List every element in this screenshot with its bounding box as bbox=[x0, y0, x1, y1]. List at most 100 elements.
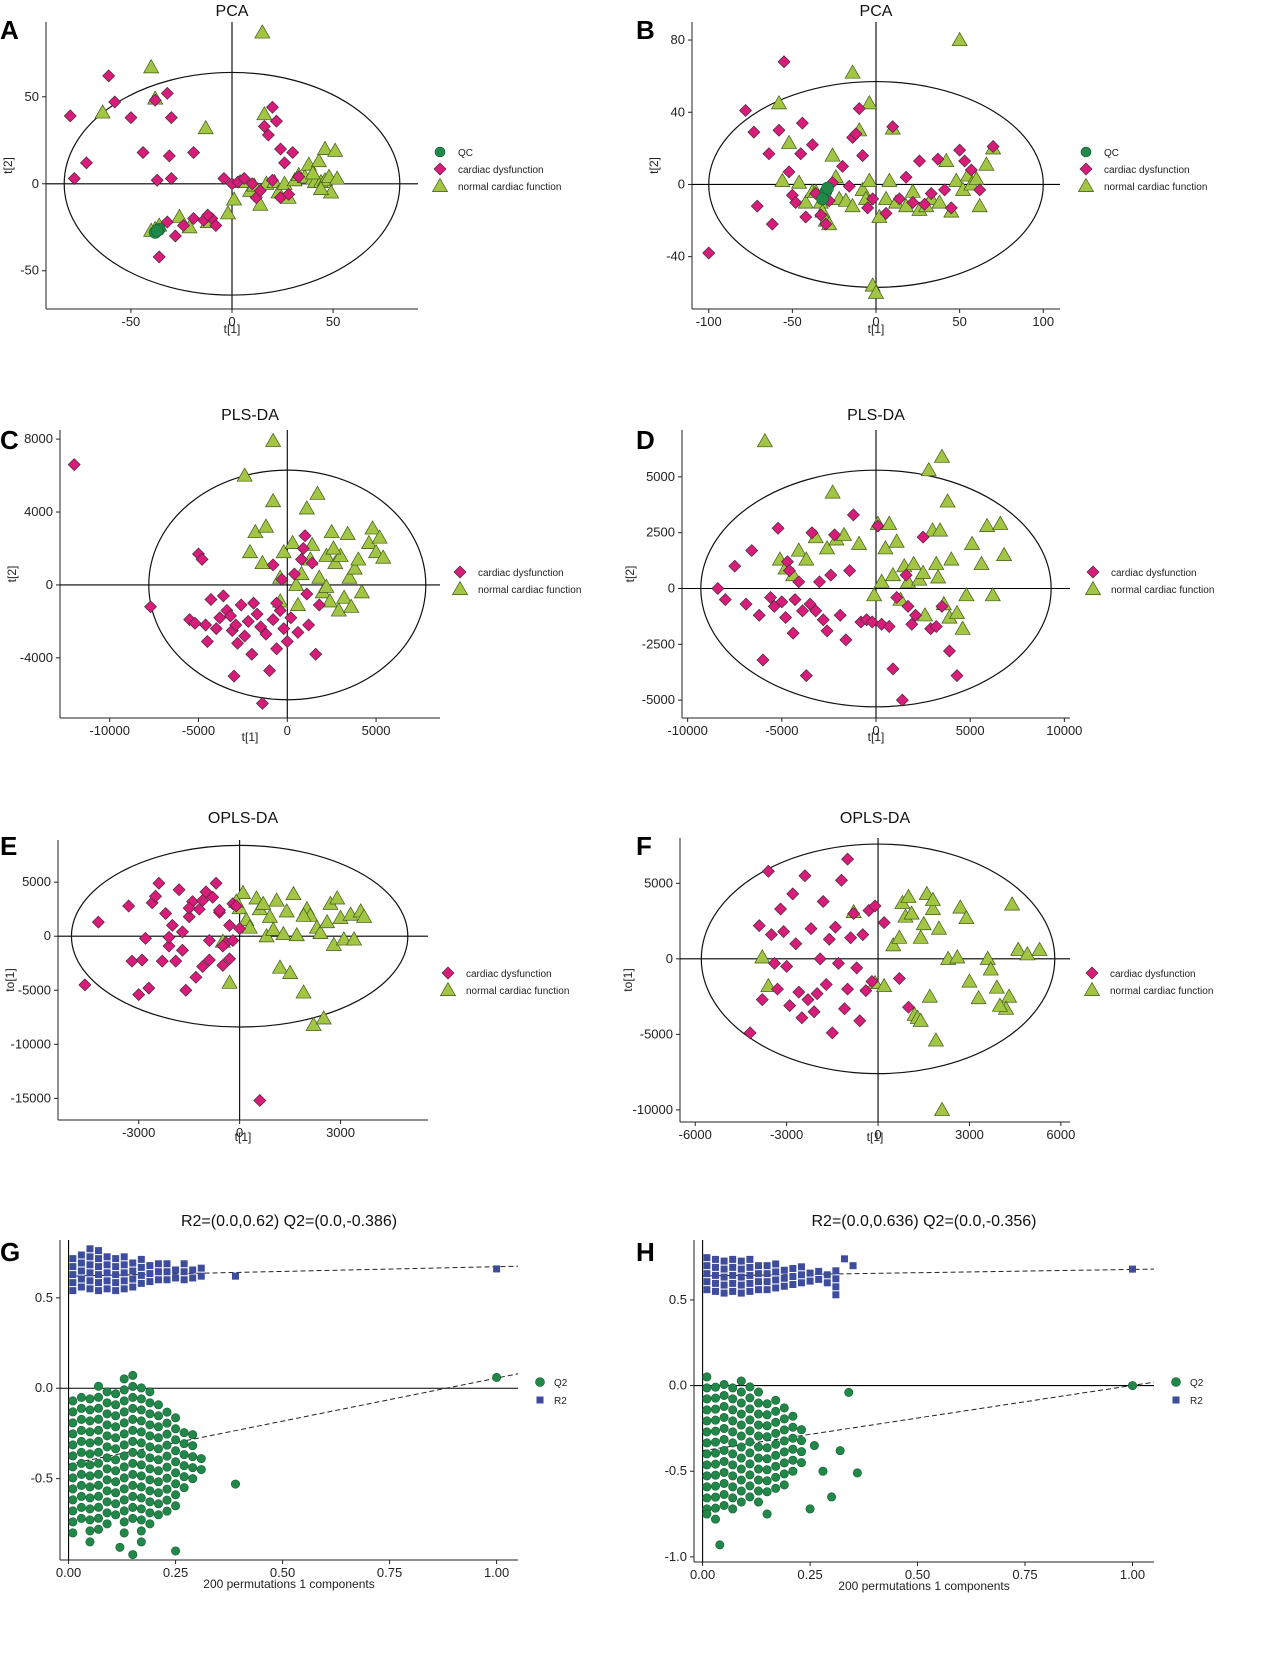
point-cardiac bbox=[882, 619, 896, 633]
r2-point bbox=[746, 1271, 754, 1279]
r2-point bbox=[86, 1245, 94, 1253]
point-normal bbox=[219, 205, 237, 220]
r2-point bbox=[146, 1270, 154, 1278]
point-cardiac bbox=[67, 458, 81, 472]
y-tick-label: 80 bbox=[671, 32, 685, 47]
point-normal bbox=[327, 554, 344, 570]
point-cardiac bbox=[799, 210, 813, 224]
point-normal bbox=[1004, 896, 1021, 911]
point-normal bbox=[284, 534, 301, 549]
q2-point bbox=[85, 1405, 95, 1415]
point-cardiac bbox=[241, 614, 255, 628]
point-cardiac bbox=[890, 590, 904, 604]
x-tick-label: 3000 bbox=[326, 1125, 355, 1140]
chart-title: OPLS-DA bbox=[840, 810, 911, 827]
point-cardiac bbox=[309, 647, 323, 661]
y-axis-label: to[1] bbox=[3, 968, 17, 991]
legend-symbol bbox=[433, 162, 447, 176]
legend-item-cardiac: cardiac dysfunction bbox=[453, 565, 564, 579]
point-normal bbox=[930, 569, 947, 584]
q2-point bbox=[818, 1466, 828, 1476]
point-cardiac bbox=[859, 984, 873, 998]
point-cardiac bbox=[718, 593, 732, 607]
point-cardiac bbox=[209, 219, 223, 233]
r2-point bbox=[729, 1279, 737, 1287]
q2-point bbox=[145, 1508, 155, 1518]
y-tick-label: 0 bbox=[46, 577, 53, 592]
point-cardiac bbox=[195, 552, 209, 566]
point-normal bbox=[281, 964, 299, 979]
q2-point bbox=[719, 1401, 729, 1411]
r2-point bbox=[129, 1267, 137, 1275]
point-cardiac bbox=[102, 69, 116, 83]
q2-point bbox=[710, 1426, 720, 1436]
point-cardiac bbox=[206, 890, 220, 904]
q2-point bbox=[728, 1405, 738, 1415]
point-cardiac bbox=[226, 934, 240, 948]
y-tick-label: -0.5 bbox=[31, 1471, 53, 1486]
point-cardiac bbox=[187, 145, 201, 159]
q2-point bbox=[796, 1447, 806, 1457]
r2-point bbox=[754, 1270, 762, 1278]
point-normal bbox=[835, 526, 853, 541]
point-cardiac bbox=[162, 939, 176, 953]
x-tick-label: 100 bbox=[1032, 314, 1054, 329]
q2-point bbox=[492, 1372, 502, 1382]
point-normal bbox=[995, 546, 1013, 561]
q2-point bbox=[111, 1411, 121, 1421]
r2-point bbox=[772, 1284, 780, 1292]
q2-point bbox=[719, 1500, 729, 1510]
panel-letter: D bbox=[636, 425, 655, 455]
q2-point bbox=[119, 1396, 129, 1406]
point-normal bbox=[332, 547, 349, 562]
r2-point bbox=[780, 1266, 788, 1274]
q2-point bbox=[85, 1526, 95, 1536]
point-normal bbox=[311, 569, 328, 584]
point-cardiac bbox=[238, 629, 252, 643]
point-cardiac bbox=[270, 642, 284, 656]
q2-point bbox=[702, 1416, 712, 1426]
q2-point bbox=[85, 1515, 95, 1525]
point-normal bbox=[824, 147, 841, 162]
q2-point bbox=[85, 1493, 95, 1503]
point-cardiac bbox=[795, 116, 809, 130]
point-normal bbox=[866, 587, 883, 602]
legend-symbol bbox=[434, 146, 446, 158]
point-cardiac bbox=[269, 114, 283, 128]
point-cardiac bbox=[125, 954, 139, 968]
legend-label: cardiac dysfunction bbox=[478, 568, 564, 579]
r2-point bbox=[77, 1283, 85, 1291]
point-normal bbox=[973, 555, 990, 570]
point-normal bbox=[346, 560, 363, 575]
q2-point bbox=[745, 1426, 755, 1436]
point-normal bbox=[275, 925, 292, 941]
y-tick-label: 40 bbox=[671, 104, 685, 119]
q2-point bbox=[771, 1439, 781, 1449]
r2-point bbox=[180, 1276, 188, 1284]
point-normal bbox=[375, 549, 392, 564]
r2-point bbox=[154, 1260, 162, 1268]
r2-point bbox=[737, 1257, 745, 1265]
point-normal bbox=[818, 540, 836, 555]
r2-point bbox=[129, 1259, 137, 1267]
q2-point bbox=[68, 1429, 78, 1439]
point-normal bbox=[912, 929, 929, 944]
point-normal bbox=[943, 551, 960, 566]
point-cardiac bbox=[302, 618, 316, 632]
point-normal bbox=[970, 989, 987, 1005]
r2-point bbox=[95, 1287, 103, 1295]
point-normal bbox=[920, 461, 937, 477]
q2-point bbox=[102, 1464, 112, 1474]
q2-point bbox=[102, 1508, 112, 1518]
q2-point bbox=[728, 1394, 738, 1404]
point-cardiac bbox=[816, 613, 830, 627]
point-normal bbox=[341, 569, 358, 584]
q2-point bbox=[162, 1506, 172, 1516]
legend-label: R2 bbox=[554, 1396, 567, 1407]
r2-point bbox=[763, 1262, 771, 1270]
q2-point bbox=[753, 1497, 763, 1507]
point-normal bbox=[295, 984, 312, 999]
point-normal bbox=[241, 543, 259, 559]
r2-point bbox=[720, 1289, 728, 1297]
point-cardiac bbox=[274, 142, 288, 156]
